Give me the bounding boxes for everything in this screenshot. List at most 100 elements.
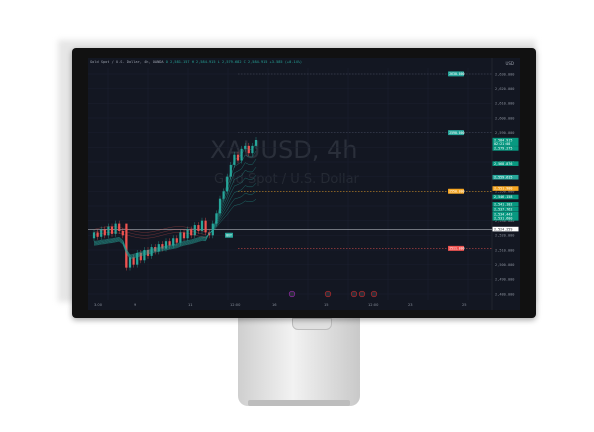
price-axis-label: 2,559.615 [494,175,512,179]
candle-body [103,229,106,236]
price-axis-label: 2,531.600 [494,217,512,221]
price-tag-label: 2511.000 [449,247,464,251]
price-axis-label: 2,546.158 [494,195,512,199]
x-tick-label: 11 [188,303,193,307]
ohlc-values: O 2,581.157 H 2,584.915 L 2,579.682 C 2,… [165,60,303,64]
price-tag-label: 2550.000 [449,190,464,194]
price-axis-label: 2,584.915 [494,138,512,142]
price-axis-label: 02:21:08 [494,142,510,146]
moving-average-line [93,183,257,258]
moving-average-line [93,199,257,260]
price-tag-label: BUY [226,234,232,238]
price-tag-box [448,188,464,194]
monitor-stand-cutout [292,318,332,330]
price-axis-label: 2,524.259 [494,227,512,231]
event-marker-icon [358,290,366,298]
candle-body [132,257,135,265]
candle-body [161,244,164,249]
price-chart[interactable]: 2,630.000 2,620.000 2,610.000 2,600.000 2,59… [88,58,520,310]
price-tag-label: 2630.000 [449,72,464,76]
symbol-description-watermark: Gold Spot / U.S. Dollar [214,172,359,187]
moving-average-line [93,158,257,257]
moving-average-line [93,142,257,255]
price-axis-label-box [492,202,519,207]
candle-body [128,257,132,268]
candle-body [168,241,171,246]
y-tick-label: 2,590.000 [495,131,514,135]
monitor-stand-base [248,400,350,406]
price-tag-box [225,232,233,238]
candle-body [175,238,178,243]
price-axis-label-box [492,211,519,217]
candle-body [179,232,182,243]
price-axis-label-box [492,141,519,146]
candle-body [193,225,196,236]
price-tag-box [448,130,464,136]
y-tick-label: 2,620.000 [495,87,514,91]
moving-average-line [93,229,206,236]
price-tag-box [448,71,464,77]
price-axis-label-box [492,146,519,151]
event-marker-icon [370,290,378,298]
moving-average-line [93,150,257,256]
y-tick-label: 2,510.000 [495,248,514,252]
candle-body [172,238,175,246]
x-tick-label: 3.00 [94,303,103,307]
y-tick-label: 2,520.000 [495,234,514,238]
y-tick-label: 2,490.000 [495,278,514,282]
price-axis-label: 2,534.443 [494,212,512,216]
price-axis-label-box [492,206,519,212]
event-marker-icon [324,290,332,298]
candle-body [197,225,200,231]
symbol-header: Gold Spot / U.S. Dollar, 4h, OANDA O 2,5… [90,60,302,64]
price-axis-label: 2,537.762 [494,207,512,211]
event-marker-icon [350,290,358,298]
moving-average-line [93,175,257,258]
candle-body [204,220,207,233]
moving-average-line [93,226,206,233]
candle-body [190,229,193,236]
y-tick-label: 2,550.000 [495,190,514,194]
moving-average-line [93,191,257,259]
candle-body [139,252,142,261]
candle-body [157,244,160,252]
price-axis-label-box [492,186,519,191]
candle-body [100,229,103,237]
event-marker-icon [288,290,296,298]
candle-body [182,232,186,239]
x-tick-label: 16 [272,303,277,307]
candle-body [200,220,204,231]
price-axis-label-box [492,226,519,232]
candle-body [125,223,128,268]
price-axis-label: 2,551.900 [494,187,512,191]
price-axis-label-box [492,174,519,180]
candle-body [136,252,139,265]
symbol-info[interactable]: Gold Spot / U.S. Dollar, 4h, OANDA [90,60,164,64]
x-tick-label: 23 [408,303,413,307]
price-axis-label: 2,568.876 [494,162,512,166]
y-tick-label: 2,480.000 [495,292,514,296]
monitor-stand [238,318,360,406]
monitor-frame: XAUUSD, 4h Gold Spot / U.S. Dollar 2,630… [72,48,536,318]
price-axis-label-box [492,216,519,221]
price-axis-label: 2,579.275 [494,147,512,151]
price-axis-label: 2,541.102 [494,203,512,207]
price-axis-label-box [492,137,519,143]
x-tick-label: 9 [134,303,137,307]
price-axis-label-box [492,194,519,200]
candle-body [186,229,189,239]
candle-body [110,226,114,234]
price-tag-box [448,245,464,251]
y-tick-label: 2,500.000 [495,263,514,267]
currency-label[interactable]: USD [505,61,514,66]
x-tick-label: 25 [462,303,467,307]
x-tick-label: 12:00 [368,303,379,307]
price-axis-label-box [492,161,519,166]
trading-chart-screen: XAUUSD, 4h Gold Spot / U.S. Dollar 2,630… [88,58,520,310]
x-tick-label: 15 [324,303,329,307]
moving-average-line [93,166,257,257]
candle-body [107,226,110,236]
y-tick-label: 2,630.000 [495,72,514,76]
price-tag-label: 2590.000 [449,131,464,135]
candle-body [164,241,168,249]
